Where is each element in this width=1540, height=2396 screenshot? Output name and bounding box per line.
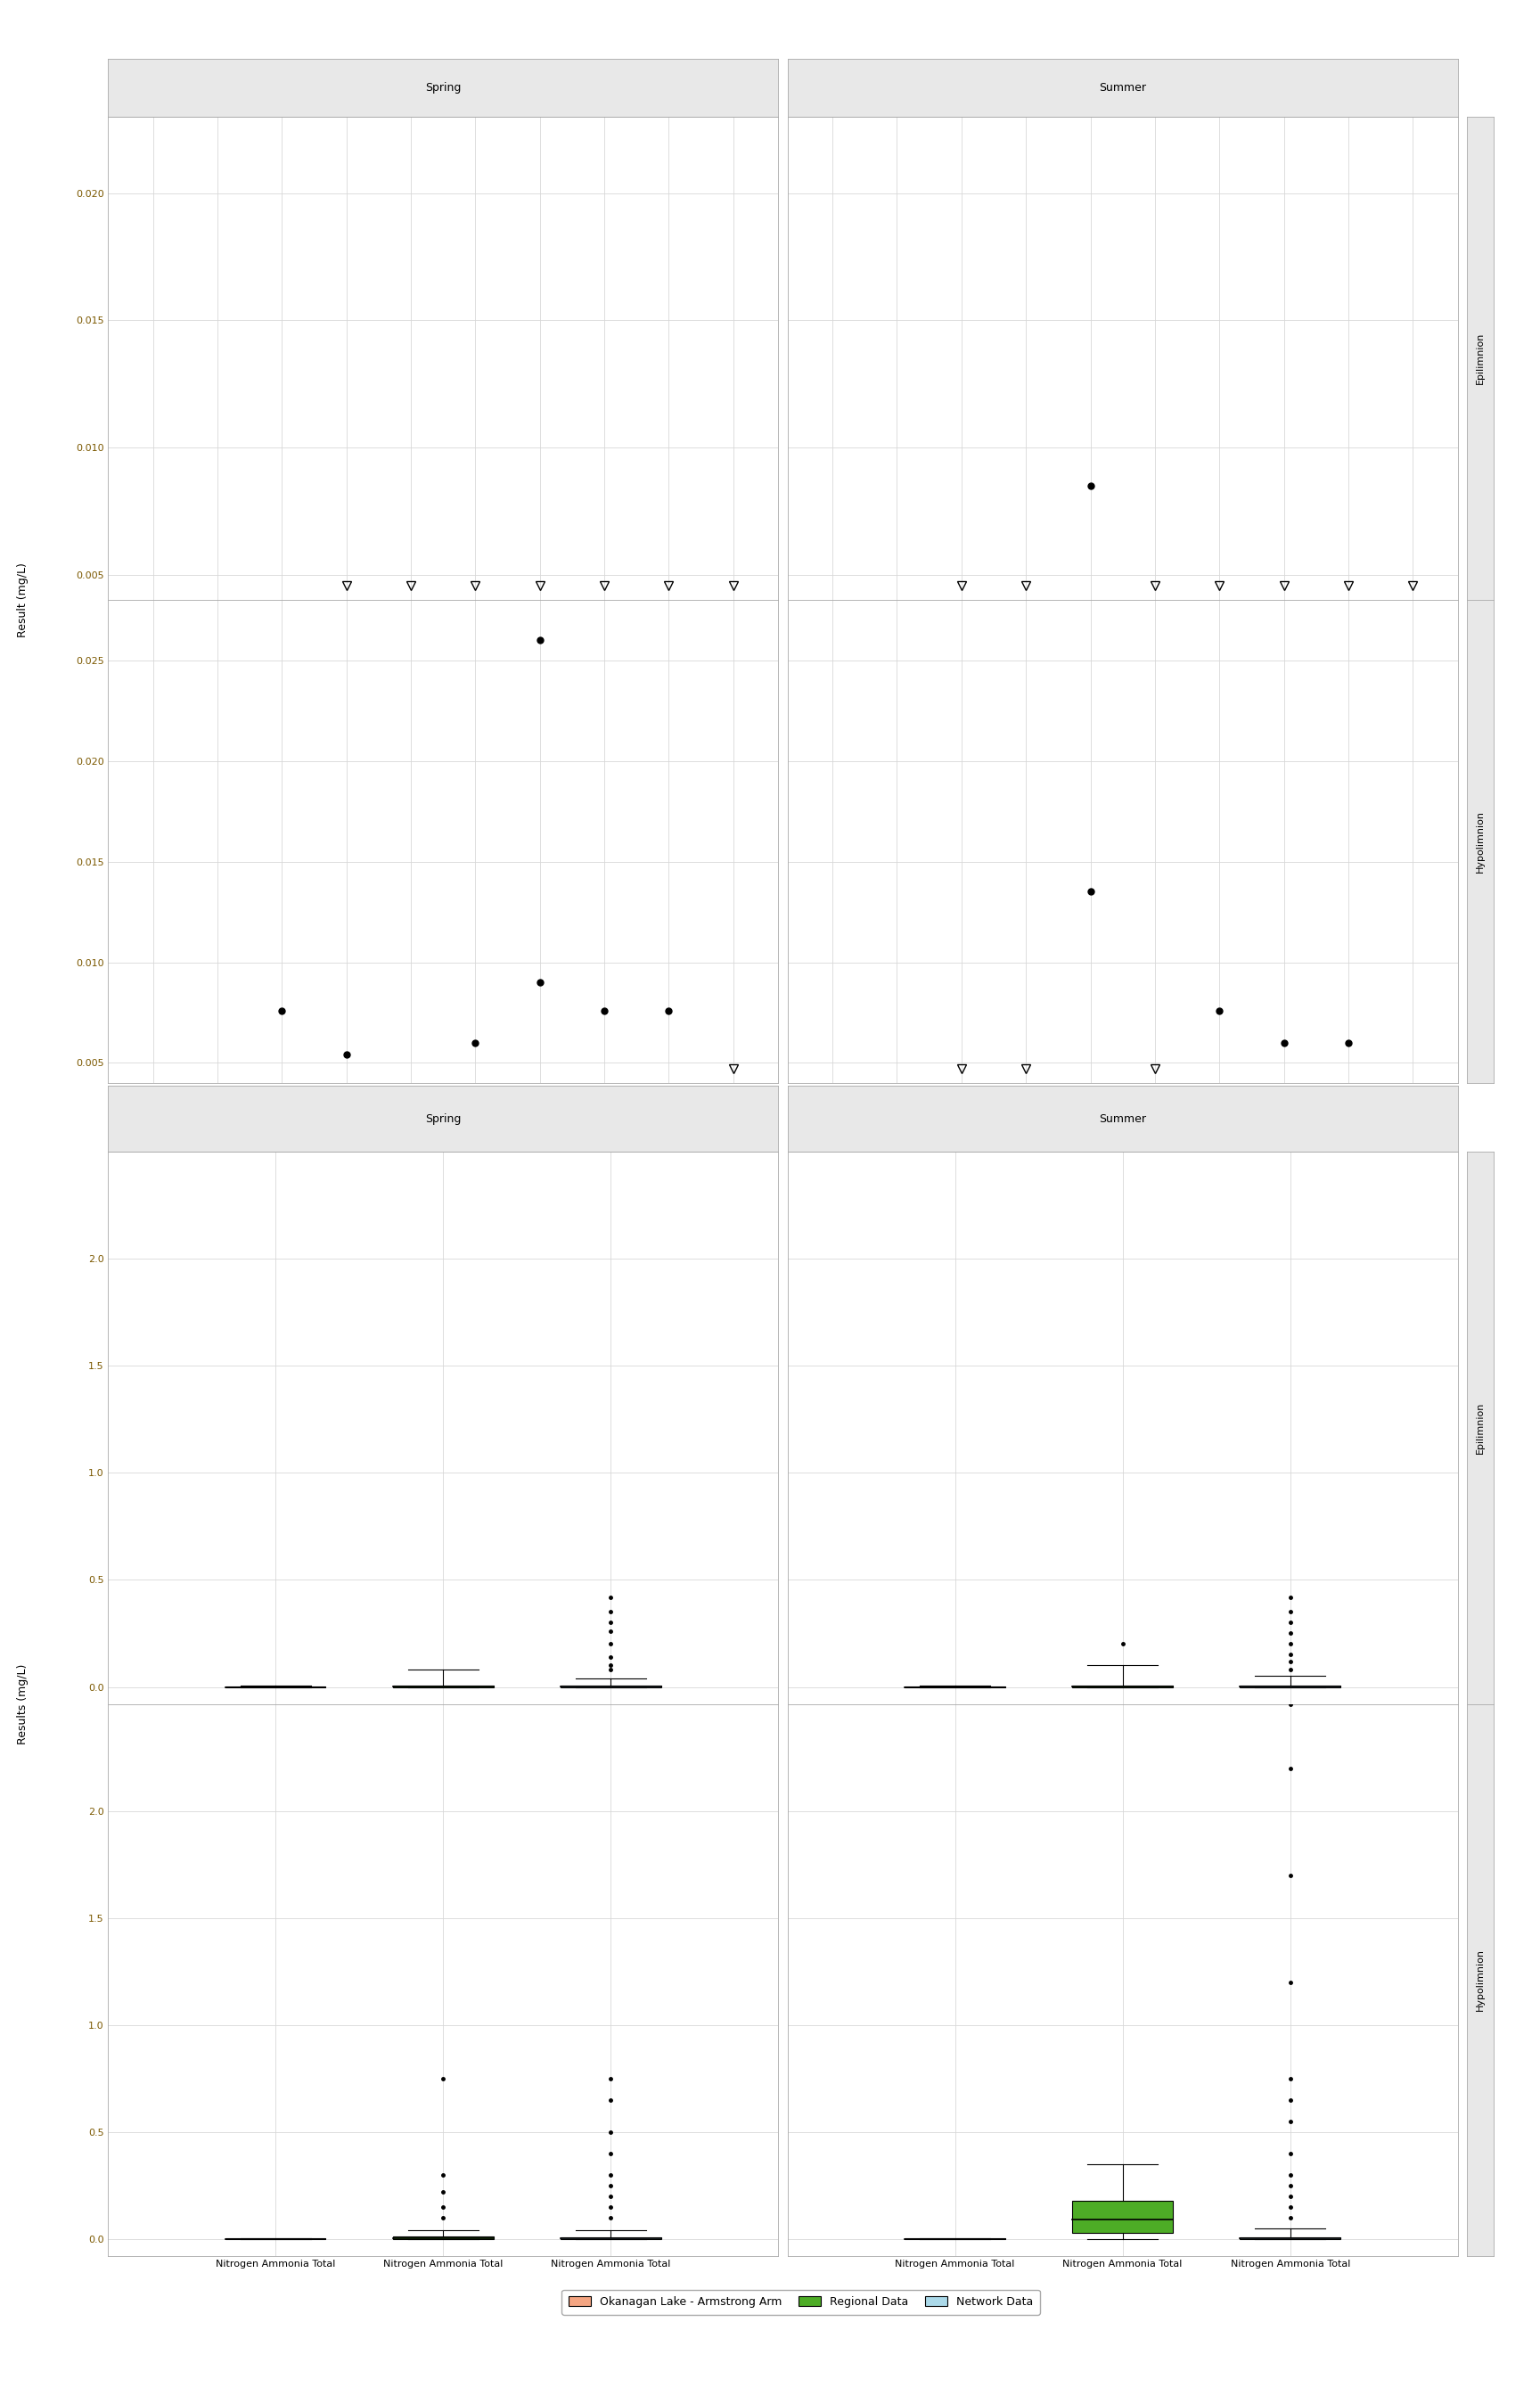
- Text: Comparison with Network Data: Comparison with Network Data: [108, 1133, 457, 1152]
- Text: Hypolimnion: Hypolimnion: [1475, 810, 1485, 872]
- Text: Nitrogen Ammonia Total: Nitrogen Ammonia Total: [108, 98, 379, 117]
- Text: Hypolimnion: Hypolimnion: [1475, 1948, 1485, 2010]
- Legend: Okanagan Lake - Armstrong Arm, Regional Data, Network Data: Okanagan Lake - Armstrong Arm, Regional …: [562, 2291, 1040, 2315]
- Bar: [1072, 2200, 1173, 2233]
- Text: Results (mg/L): Results (mg/L): [17, 1663, 29, 1744]
- Text: Epilimnion: Epilimnion: [1475, 1402, 1485, 1454]
- Text: Epilimnion: Epilimnion: [1475, 333, 1485, 383]
- Text: Result (mg/L): Result (mg/L): [17, 563, 29, 637]
